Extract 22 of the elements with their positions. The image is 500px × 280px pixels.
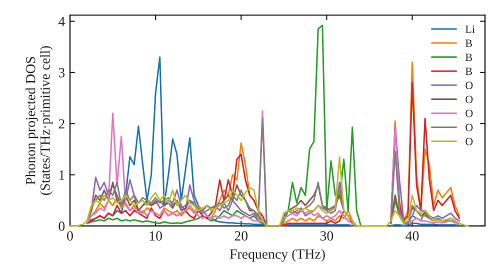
y-tick-label: 2 <box>58 119 64 128</box>
y-tick-label: 1 <box>59 170 64 180</box>
x-tick-label: 0 <box>67 231 73 241</box>
x-tick-label: 40 <box>406 231 419 241</box>
legend-label: O <box>466 110 473 118</box>
legend-label: O <box>466 124 473 132</box>
y-tick-label: 3 <box>58 68 65 78</box>
legend-label: O <box>466 82 473 90</box>
legend-label: B <box>465 40 472 47</box>
legend-label: Li <box>465 26 475 33</box>
y-tick-label: 4 <box>58 16 65 26</box>
legend-label: O <box>466 96 473 104</box>
line-series <box>69 156 469 227</box>
x-tick-label: 30 <box>320 231 334 241</box>
x-axis-title: Frequency (THz) <box>230 248 325 262</box>
x-tick-label: 20 <box>234 231 248 241</box>
y-tick-label: 0 <box>58 222 65 231</box>
legend-label: O <box>466 138 473 146</box>
y-axis-title: Phonon projected DOS (States/THz·primitive cell) <box>26 46 53 195</box>
x-tick-label: 10 <box>150 231 162 241</box>
legend-label: B <box>465 68 472 76</box>
legend-label: B <box>465 54 472 61</box>
